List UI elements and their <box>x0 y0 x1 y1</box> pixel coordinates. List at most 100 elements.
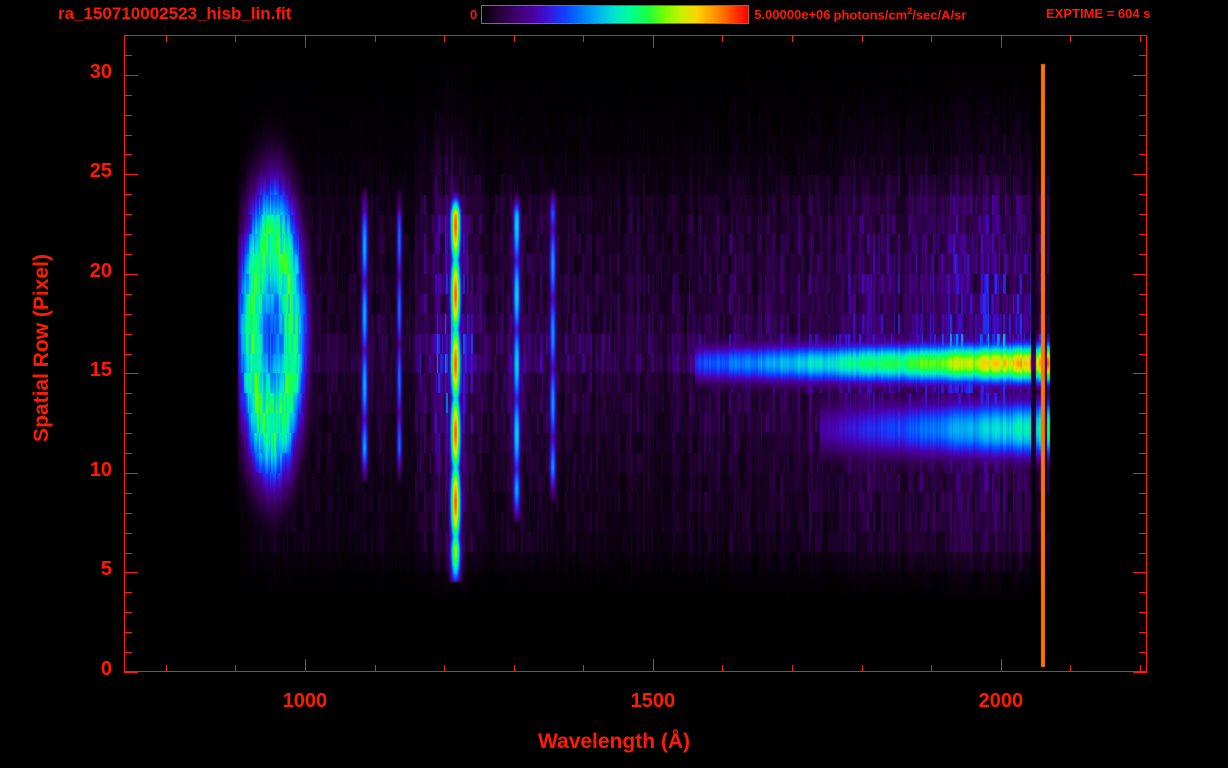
y-major-tick-right <box>1133 672 1147 673</box>
y-minor-tick <box>124 214 132 216</box>
x-minor-tick-top <box>374 35 376 42</box>
y-major-tick-right <box>1133 174 1147 176</box>
x-minor-tick <box>1070 665 1072 672</box>
y-major-tick-right <box>1133 273 1147 275</box>
colorbar: 0 5.00000e+06 photons/cm2/sec/A/sr <box>470 3 966 25</box>
x-tick-label: 2000 <box>978 690 1024 712</box>
y-minor-tick-right <box>1139 532 1147 534</box>
x-minor-tick <box>583 665 585 672</box>
x-minor-tick-top <box>513 35 515 42</box>
y-minor-tick <box>124 433 132 435</box>
y-minor-tick-right <box>1139 313 1147 315</box>
x-major-tick <box>304 659 306 672</box>
y-minor-tick-right <box>1139 293 1147 295</box>
spectrogram-image <box>125 36 1146 671</box>
y-minor-tick <box>124 413 132 415</box>
y-axis-title: Spatial Row (Pixel) <box>30 254 53 442</box>
x-minor-tick-top <box>165 35 167 42</box>
y-minor-tick-right <box>1139 552 1147 554</box>
colorbar-units-label: photons/cm2/sec/A/sr <box>834 6 967 22</box>
x-major-tick <box>652 659 654 672</box>
y-minor-tick-right <box>1139 214 1147 216</box>
x-minor-tick <box>722 665 724 672</box>
y-minor-tick-right <box>1139 234 1147 236</box>
y-tick-label: 5 <box>100 558 112 581</box>
y-minor-tick-right <box>1139 94 1147 96</box>
y-minor-tick-right <box>1139 393 1147 395</box>
x-minor-tick <box>861 665 863 672</box>
y-minor-tick-right <box>1139 413 1147 415</box>
y-tick-label: 25 <box>89 160 112 183</box>
y-minor-tick <box>124 134 132 136</box>
y-minor-tick <box>124 592 132 594</box>
x-minor-tick <box>444 665 446 672</box>
y-minor-tick <box>124 54 132 56</box>
y-minor-tick-right <box>1139 54 1147 56</box>
x-minor-tick-top <box>861 35 863 42</box>
y-minor-tick-right <box>1139 632 1147 634</box>
plot-frame <box>124 35 1147 672</box>
y-major-tick <box>124 472 138 474</box>
y-tick-label: 15 <box>89 359 112 382</box>
file-title: ra_150710002523_hisb_lin.fit <box>58 4 292 23</box>
y-minor-tick <box>124 512 132 514</box>
x-major-tick <box>1000 659 1002 672</box>
y-minor-tick <box>124 532 132 534</box>
y-minor-tick <box>124 652 132 654</box>
colorbar-gradient <box>481 4 750 24</box>
colorbar-units-exponent: 2 <box>907 5 913 16</box>
x-minor-tick <box>931 665 933 672</box>
y-major-tick <box>124 572 138 574</box>
y-minor-tick <box>124 333 132 335</box>
y-minor-tick <box>124 313 132 315</box>
y-minor-tick-right <box>1139 253 1147 255</box>
y-major-tick-right <box>1133 74 1147 76</box>
x-minor-tick-top <box>583 35 585 42</box>
x-minor-tick-top <box>1140 35 1142 42</box>
x-minor-tick <box>165 665 167 672</box>
y-minor-tick-right <box>1139 512 1147 514</box>
y-minor-tick <box>124 453 132 455</box>
y-minor-tick-right <box>1139 652 1147 654</box>
y-minor-tick-right <box>1139 134 1147 136</box>
y-minor-tick-right <box>1139 194 1147 196</box>
x-minor-tick-top <box>1070 35 1072 42</box>
y-minor-tick <box>124 114 132 116</box>
x-minor-tick <box>792 665 794 672</box>
y-major-tick <box>124 174 138 176</box>
y-minor-tick <box>124 612 132 614</box>
y-minor-tick <box>124 492 132 494</box>
colorbar-units-prefix: photons/cm <box>833 7 908 23</box>
y-major-tick-right <box>1133 373 1147 375</box>
y-minor-tick-right <box>1139 333 1147 335</box>
y-minor-tick-right <box>1139 154 1147 156</box>
y-major-tick <box>124 373 138 375</box>
x-axis-title: Wavelength (Å) <box>537 730 691 753</box>
y-minor-tick-right <box>1139 114 1147 116</box>
y-minor-tick-right <box>1139 592 1147 594</box>
y-minor-tick-right <box>1139 353 1147 355</box>
y-major-tick <box>124 74 138 76</box>
x-minor-tick-top <box>792 35 794 42</box>
y-minor-tick-right <box>1139 453 1147 455</box>
y-tick-label: 30 <box>89 60 112 83</box>
y-minor-tick <box>124 94 132 96</box>
y-minor-tick-right <box>1139 35 1147 36</box>
y-major-tick <box>124 273 138 275</box>
x-tick-label: 1500 <box>630 690 676 712</box>
x-minor-tick-top <box>444 35 446 42</box>
y-major-tick <box>124 672 138 673</box>
x-minor-tick <box>235 665 237 672</box>
x-tick-label: 1000 <box>282 690 328 712</box>
y-minor-tick <box>124 552 132 554</box>
y-minor-tick <box>124 154 132 156</box>
x-minor-tick-top <box>931 35 933 42</box>
x-minor-tick <box>1140 665 1142 672</box>
y-tick-label: 10 <box>89 458 112 481</box>
x-major-tick-top <box>652 35 654 48</box>
y-minor-tick-right <box>1139 612 1147 614</box>
y-minor-tick <box>124 632 132 634</box>
x-major-tick-top <box>304 35 306 48</box>
y-tick-label: 20 <box>89 259 112 282</box>
y-minor-tick <box>124 293 132 295</box>
